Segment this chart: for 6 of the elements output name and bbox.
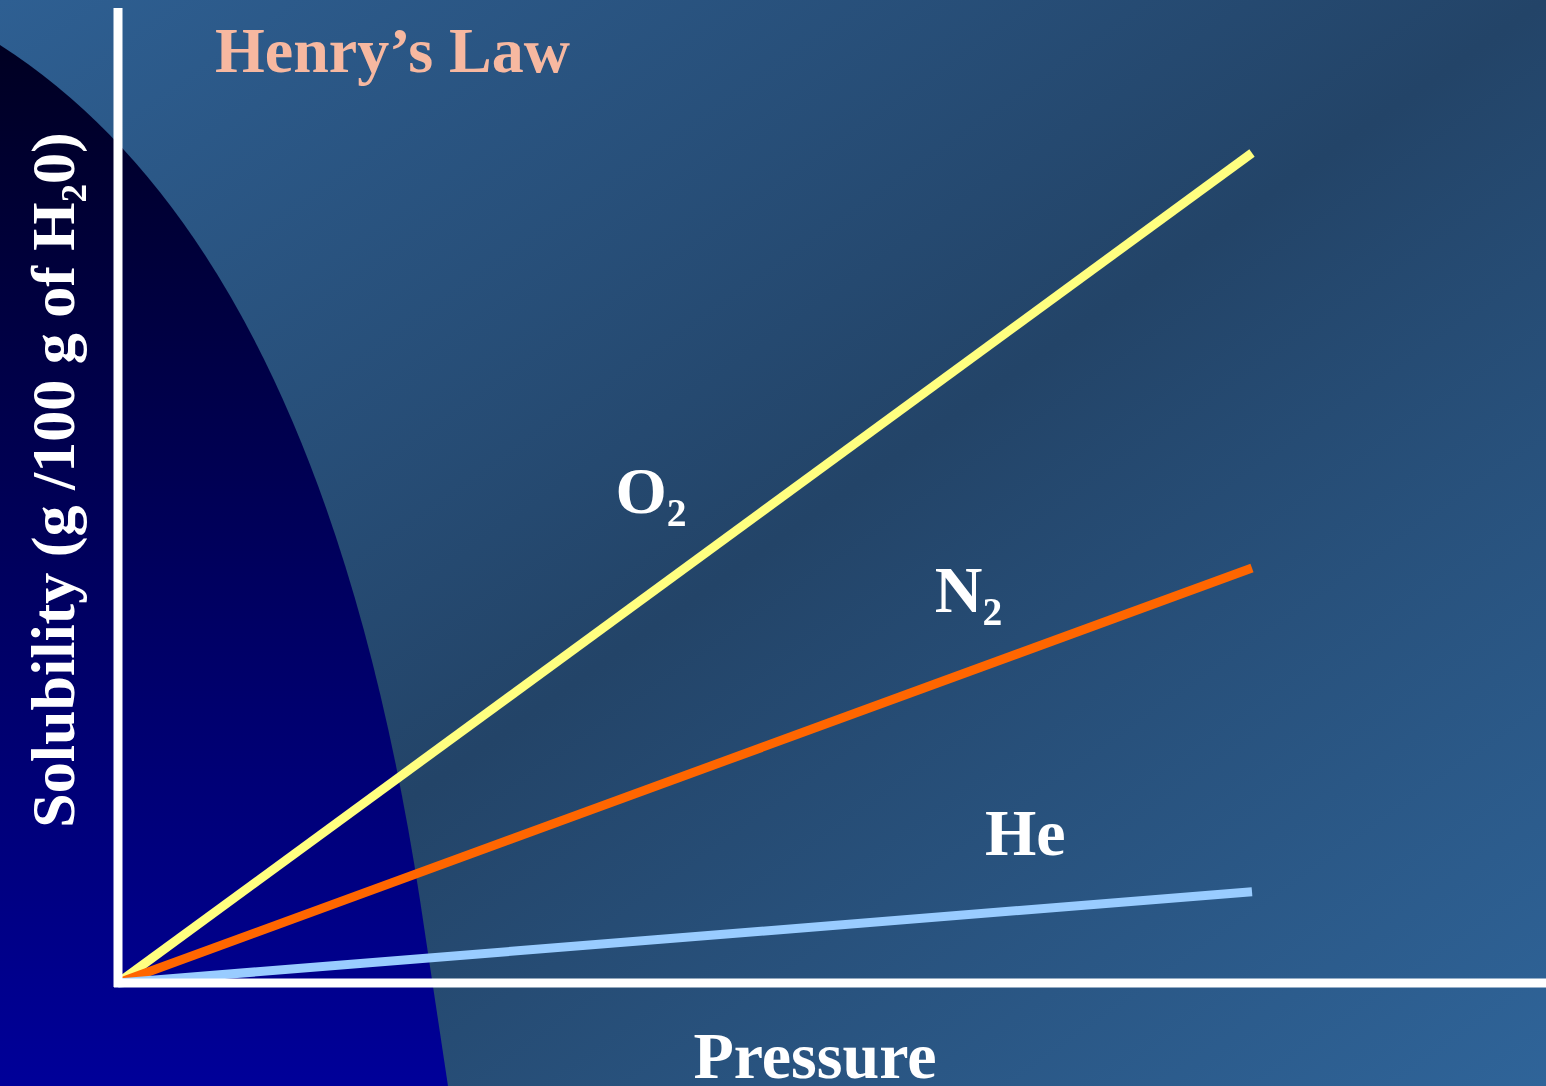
chart-title: Henry’s Law [215, 15, 570, 86]
series-label: O₂ [615, 453, 687, 527]
series-label: N₂ [934, 552, 1003, 626]
x-axis-title: Pressure [693, 1019, 937, 1086]
series-label: He [984, 795, 1066, 869]
y-axis-title: Solubility (g /100 g of H₂0) [19, 132, 88, 828]
